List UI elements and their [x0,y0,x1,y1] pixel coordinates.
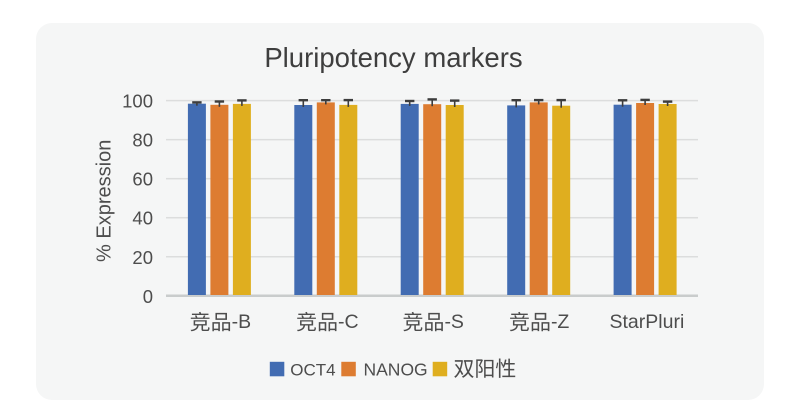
svg-text:-S: -S [444,311,464,333]
svg-text:-C: -C [338,311,359,333]
svg-text:% Expression: % Expression [94,140,116,262]
svg-text:Pluripotency markers: Pluripotency markers [264,42,522,73]
svg-text:OCT4: OCT4 [290,360,335,379]
svg-text:-B: -B [232,311,252,333]
svg-text:80: 80 [132,130,153,151]
svg-text:StarPluri: StarPluri [610,311,685,333]
svg-text:-Z: -Z [551,311,569,333]
svg-text:60: 60 [132,169,153,190]
svg-text:100: 100 [122,91,153,112]
svg-text:NANOG: NANOG [364,359,428,379]
svg-text:20: 20 [132,247,153,268]
svg-text:40: 40 [132,208,153,229]
svg-text:0: 0 [143,286,153,307]
